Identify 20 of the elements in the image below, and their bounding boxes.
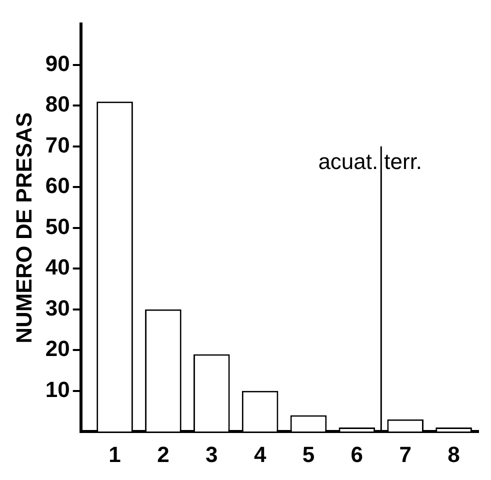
y-tick-label: 10 <box>45 376 70 402</box>
x-tick-label: 7 <box>399 442 412 467</box>
y-tick-label: 70 <box>45 132 70 158</box>
x-tick-label: 8 <box>448 442 460 467</box>
y-tick-label: 60 <box>45 173 70 198</box>
annotation: acuat. <box>318 148 378 174</box>
x-tick-label: 5 <box>302 442 315 467</box>
y-axis-title: NUMERO DE PRESAS <box>11 112 36 344</box>
y-tick-label: 40 <box>45 254 70 280</box>
x-tick-label: 3 <box>206 442 218 467</box>
y-tick-label: 90 <box>45 51 70 76</box>
y-tick-label: 80 <box>45 92 70 117</box>
x-tick-label: 1 <box>108 442 121 467</box>
y-tick-label: 50 <box>45 214 70 239</box>
x-tick-label: 2 <box>157 442 170 467</box>
x-tick-label: 4 <box>254 442 267 467</box>
y-tick-label: 30 <box>45 295 70 320</box>
y-tick-label: 20 <box>45 336 70 362</box>
x-tick-label: 6 <box>350 442 364 467</box>
annotation: terr. <box>384 148 422 174</box>
